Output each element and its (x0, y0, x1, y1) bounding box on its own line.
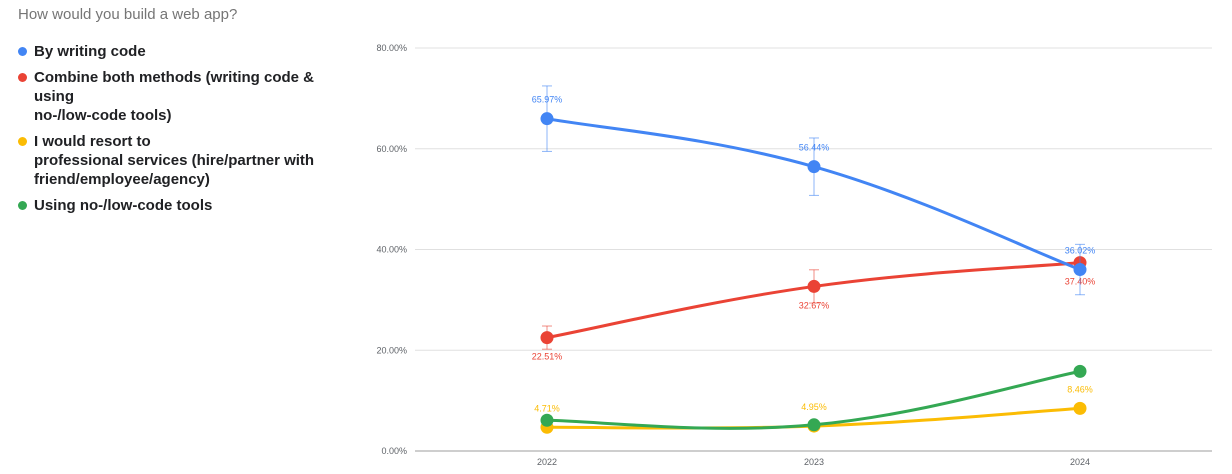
data-point (540, 413, 554, 427)
data-point (1073, 364, 1087, 378)
legend-label: Combine both methods (writing code & usi… (34, 69, 314, 124)
legend-dot-green (18, 201, 27, 210)
y-tick-label: 80.00% (376, 43, 407, 53)
legend-label: I would resort to professional services … (34, 133, 315, 188)
data-label: 4.71% (534, 403, 560, 413)
legend: By writing code Combine both methods (wr… (18, 42, 348, 222)
y-tick-label: 0.00% (381, 446, 407, 456)
data-label: 65.97% (532, 95, 563, 105)
data-label: 8.46% (1067, 384, 1093, 394)
data-point (540, 331, 554, 345)
x-tick-label: 2022 (537, 457, 557, 467)
y-tick-label: 20.00% (376, 345, 407, 355)
data-point (1073, 263, 1087, 277)
legend-label: Using no-/low-code tools (34, 197, 213, 214)
legend-item-by-writing-code[interactable]: By writing code (18, 42, 348, 61)
x-tick-label: 2024 (1070, 457, 1090, 467)
legend-item-combine-both[interactable]: Combine both methods (writing code & usi… (18, 68, 348, 125)
data-label: 32.67% (799, 300, 830, 310)
x-tick-label: 2023 (804, 457, 824, 467)
data-point (540, 112, 554, 126)
y-tick-label: 60.00% (376, 144, 407, 154)
legend-label: By writing code (34, 43, 146, 60)
data-point (807, 418, 821, 432)
data-point (807, 279, 821, 293)
y-tick-label: 40.00% (376, 245, 407, 255)
data-label: 4.95% (801, 402, 827, 412)
legend-dot-blue (18, 47, 27, 56)
data-point (1073, 401, 1087, 415)
legend-dot-yellow (18, 137, 27, 146)
data-label: 36.02% (1065, 246, 1096, 256)
data-point (807, 160, 821, 174)
chart-title: How would you build a web app? (18, 6, 238, 23)
legend-item-no-low-code[interactable]: Using no-/low-code tools (18, 196, 348, 215)
data-label: 56.44% (799, 143, 830, 153)
data-label: 22.51% (532, 352, 563, 362)
legend-item-professional-services[interactable]: I would resort to professional services … (18, 132, 348, 189)
legend-dot-red (18, 73, 27, 82)
